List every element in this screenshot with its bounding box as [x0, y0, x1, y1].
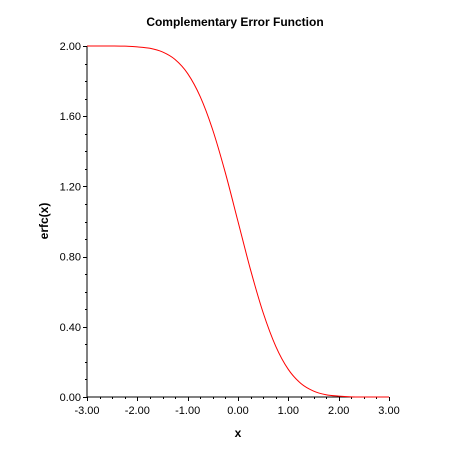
x-tick-label: 0.00 — [227, 405, 248, 417]
series-line-0 — [87, 45, 389, 398]
x-tick-label: 2.00 — [328, 405, 349, 417]
plot-area: 0.00 0.40 0.80 1.20 1.60 2.00 -3.00 -2.00 -1.00 0… — [60, 41, 400, 417]
y-tick-label: 0.00 — [60, 392, 81, 404]
x-tick-label: 1.00 — [278, 405, 299, 417]
y-tick-label: 0.40 — [60, 322, 81, 334]
chart-title: Complementary Error Function — [146, 15, 323, 29]
y-tick-label: 2.00 — [60, 41, 81, 53]
x-axis-title: x — [235, 426, 242, 440]
y-tick-label: 1.20 — [60, 181, 81, 193]
x-tick-label: 3.00 — [378, 405, 399, 417]
y-tick-label: 0.80 — [60, 252, 81, 264]
y-axis-title: erfc(x) — [37, 203, 51, 240]
y-tick-label: 1.60 — [60, 111, 81, 123]
x-tick-label: -3.00 — [74, 405, 99, 417]
x-tick-label: -2.00 — [125, 405, 150, 417]
x-tick-label: -1.00 — [175, 405, 200, 417]
